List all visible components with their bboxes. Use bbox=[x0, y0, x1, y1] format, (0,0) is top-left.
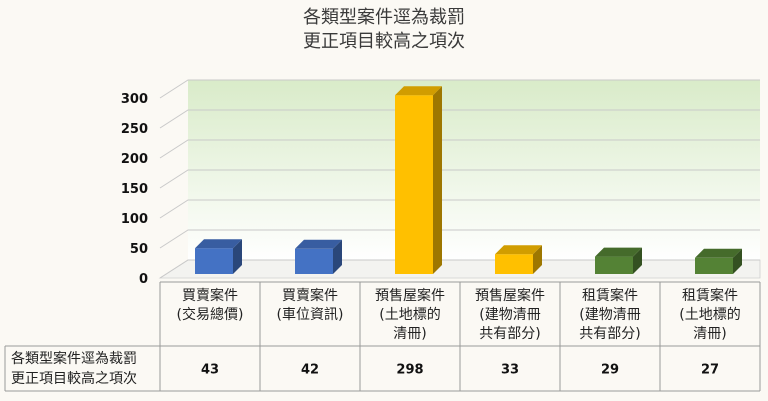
bar-side bbox=[233, 239, 242, 274]
data-value-label: 33 bbox=[501, 363, 519, 378]
y-tick-label: 0 bbox=[139, 272, 148, 287]
x-category-label: 預售屋案件 bbox=[375, 287, 445, 304]
bar-front bbox=[495, 254, 533, 274]
x-category-label: (土地標的 bbox=[679, 307, 740, 323]
y-tick-label: 200 bbox=[121, 152, 148, 167]
bar bbox=[295, 239, 342, 274]
chart-title-line-2: 更正項目較高之項次 bbox=[303, 31, 465, 52]
gridline bbox=[159, 169, 760, 189]
bar-side bbox=[733, 248, 742, 274]
bar-front bbox=[695, 257, 733, 274]
series-name-label: 更正項目較高之項次 bbox=[11, 370, 137, 387]
gridline bbox=[159, 139, 760, 159]
data-value-label: 29 bbox=[601, 363, 619, 378]
x-category-label: (車位資訊) bbox=[277, 306, 344, 323]
y-tick-label: 150 bbox=[121, 182, 148, 197]
chart-title: 各類型案件逕為裁罰 更正項目較高之項次 bbox=[0, 6, 768, 54]
bar-top bbox=[595, 247, 642, 257]
gridline bbox=[159, 229, 760, 249]
gridline bbox=[159, 79, 760, 99]
x-category-label: (建物清冊 bbox=[479, 307, 540, 323]
series-name-label: 各類型案件逕為裁罰 bbox=[11, 350, 137, 367]
gridline bbox=[159, 109, 760, 129]
bar bbox=[695, 248, 742, 274]
bar-front bbox=[395, 95, 433, 274]
data-value-label: 42 bbox=[301, 363, 319, 378]
data-value-label: 27 bbox=[701, 363, 719, 378]
y-tick-label: 50 bbox=[130, 242, 148, 257]
x-category-label: 預售屋案件 bbox=[475, 287, 545, 304]
gridline bbox=[159, 199, 760, 219]
x-category-label: 共有部分) bbox=[479, 326, 540, 342]
bar bbox=[595, 247, 642, 274]
bar-front bbox=[595, 256, 633, 274]
chart-floor bbox=[158, 259, 761, 279]
bar-side bbox=[333, 239, 342, 274]
bar-front bbox=[195, 248, 233, 274]
bar-top bbox=[495, 245, 542, 255]
y-tick-label: 100 bbox=[121, 212, 148, 227]
bar-top bbox=[295, 239, 342, 249]
bar-side bbox=[433, 86, 442, 274]
x-category-label: 買賣案件 bbox=[282, 287, 338, 304]
bar-side bbox=[633, 247, 642, 274]
x-category-label: 清冊) bbox=[693, 326, 726, 342]
data-value-label: 298 bbox=[396, 363, 423, 378]
bar-top bbox=[395, 86, 442, 96]
bar bbox=[195, 239, 242, 274]
x-category-label: 共有部分) bbox=[579, 326, 640, 342]
bar-top bbox=[695, 248, 742, 258]
bar-front bbox=[295, 248, 333, 274]
x-category-label: (建物清冊 bbox=[579, 307, 640, 323]
x-category-label: (交易總價) bbox=[177, 306, 244, 323]
data-value-label: 43 bbox=[201, 363, 219, 378]
x-category-label: 清冊) bbox=[393, 326, 426, 342]
x-category-label: 買賣案件 bbox=[182, 287, 238, 304]
bar bbox=[495, 245, 542, 274]
bar-side bbox=[533, 245, 542, 274]
bar bbox=[395, 86, 442, 274]
x-category-label: 租賃案件 bbox=[682, 287, 738, 304]
y-tick-label: 300 bbox=[121, 92, 148, 107]
x-category-label: 租賃案件 bbox=[582, 287, 638, 304]
x-category-label: (土地標的 bbox=[379, 307, 440, 323]
chart-title-line-1: 各類型案件逕為裁罰 bbox=[303, 7, 465, 28]
gridline bbox=[159, 259, 760, 279]
bar-top bbox=[195, 239, 242, 249]
y-tick-label: 250 bbox=[121, 122, 148, 137]
